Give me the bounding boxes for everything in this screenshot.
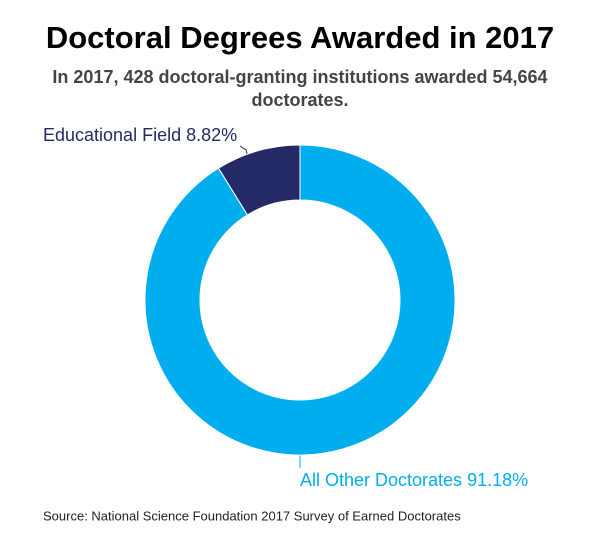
data-label: Educational Field 8.82% <box>43 125 237 145</box>
label-name: Educational Field <box>43 125 181 145</box>
label-value: 91.18% <box>467 470 528 490</box>
chart-title: Doctoral Degrees Awarded in 2017 <box>46 20 554 55</box>
chart-subtitle: doctorates. <box>251 90 348 110</box>
label-value: 8.82% <box>186 125 237 145</box>
donut-slice <box>144 144 456 456</box>
chart-subtitle: In 2017, 428 doctoral-granting instituti… <box>52 67 547 87</box>
source-note: Source: National Science Foundation 2017… <box>43 508 461 523</box>
data-label: All Other Doctorates 91.18% <box>300 470 528 490</box>
label-name: All Other Doctorates <box>300 470 462 490</box>
